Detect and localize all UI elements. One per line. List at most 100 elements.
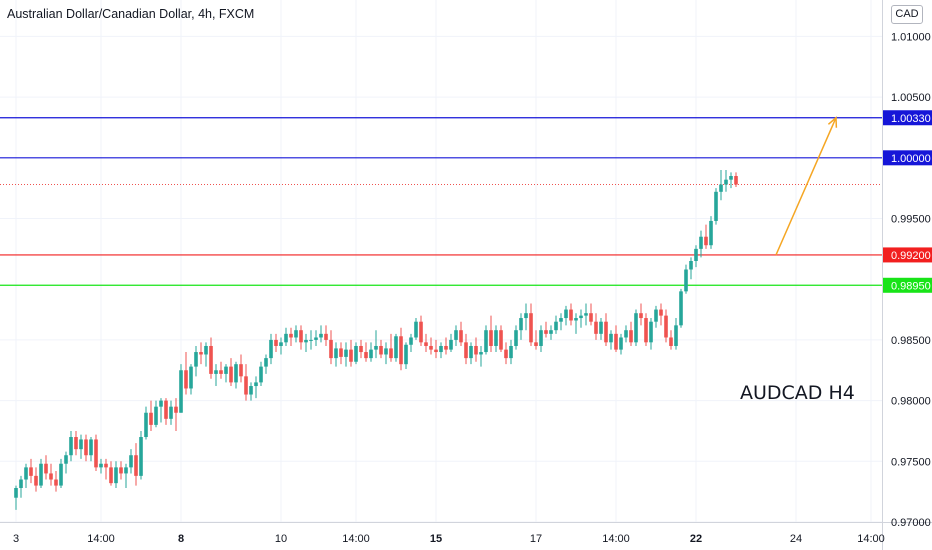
candle-body	[354, 345, 358, 362]
candle-body	[169, 406, 173, 419]
candle-body	[479, 352, 483, 355]
candle-body	[334, 348, 338, 359]
projection-arrow-head	[827, 116, 838, 128]
candle-body	[524, 313, 528, 319]
candle-body	[174, 406, 178, 413]
candle-body	[619, 337, 623, 350]
candle-body	[699, 236, 703, 249]
currency-button[interactable]: CAD	[891, 5, 923, 24]
candle-body	[39, 463, 43, 486]
candle-body	[729, 176, 733, 180]
candle-body	[134, 455, 138, 476]
candle-body	[399, 336, 403, 365]
candle-body	[559, 318, 563, 322]
candle-body	[614, 333, 618, 350]
candle-body	[499, 330, 503, 350]
candle-body	[604, 321, 608, 343]
time-tick-label: 24	[790, 533, 802, 545]
candle-body	[24, 467, 28, 480]
candle-body	[14, 488, 18, 498]
candle-body	[564, 309, 568, 319]
candle-body	[589, 313, 593, 322]
candle-body	[549, 330, 553, 334]
candle-body	[529, 313, 533, 343]
level-badge	[883, 247, 932, 263]
level-badge-label: 0.98950	[891, 280, 931, 292]
candle-body	[664, 315, 668, 338]
candle-body	[34, 475, 38, 486]
candle-body	[59, 463, 63, 486]
candle-body	[364, 352, 368, 359]
time-tick-label: 14:00	[602, 533, 630, 545]
candle-body	[554, 321, 558, 331]
candle-body	[674, 325, 678, 346]
candle-body	[239, 364, 243, 377]
candle-body	[84, 439, 88, 456]
candle-body	[154, 406, 158, 425]
candle-body	[359, 345, 363, 353]
chart-title: Australian Dollar/Canadian Dollar, 4h, F…	[7, 7, 255, 21]
time-tick-label: 14:00	[87, 533, 115, 545]
candle-body	[689, 261, 693, 270]
candle-body	[539, 330, 543, 346]
candle-body	[99, 463, 103, 468]
candle-body	[324, 333, 328, 340]
candle-body	[374, 345, 378, 350]
candle-body	[19, 479, 23, 489]
candle-body	[429, 345, 433, 350]
candle-body	[204, 345, 208, 355]
candle-body	[639, 313, 643, 319]
candle-body	[709, 220, 713, 246]
level-badge-label: 1.00330	[891, 113, 931, 125]
candle-body	[394, 336, 398, 359]
candle-body	[119, 467, 123, 474]
candle-body	[679, 291, 683, 326]
candle-body	[49, 473, 53, 480]
candle-body	[464, 342, 468, 359]
candle-body	[574, 318, 578, 321]
candle-body	[129, 455, 133, 468]
candle-body	[69, 437, 73, 456]
candle-body	[289, 333, 293, 338]
candle-body	[369, 349, 373, 359]
candle-body	[719, 184, 723, 192]
candle-body	[244, 376, 248, 395]
price-tick-label: 0.98500	[891, 335, 931, 347]
candle-body	[534, 342, 538, 346]
candle-body	[149, 412, 153, 425]
candle-body	[404, 344, 408, 365]
candle-body	[424, 342, 428, 346]
candle-body	[329, 339, 333, 359]
time-tick-label: 8	[178, 533, 184, 545]
candle-body	[609, 333, 613, 343]
candle-body	[109, 467, 113, 484]
candle-body	[184, 370, 188, 389]
candle-body	[344, 349, 348, 357]
candle-body	[439, 345, 443, 353]
candle-body	[579, 315, 583, 319]
candle-body	[494, 330, 498, 346]
candle-body	[224, 366, 228, 374]
candle-body	[234, 364, 238, 383]
candles	[14, 169, 738, 510]
candle-body	[74, 437, 78, 450]
candle-body	[254, 382, 258, 387]
candle-body	[44, 463, 48, 474]
candle-body	[379, 345, 383, 355]
candle-body	[314, 337, 318, 340]
candle-body	[264, 358, 268, 367]
candle-body	[189, 366, 193, 389]
candle-body	[669, 337, 673, 346]
level-badge	[883, 277, 932, 293]
time-tick-label: 17	[530, 533, 542, 545]
candle-body	[164, 400, 168, 419]
candle-body	[79, 439, 83, 450]
candle-body	[434, 349, 438, 353]
candle-body	[309, 339, 313, 341]
candle-body	[199, 352, 203, 355]
candle-body	[114, 467, 118, 484]
candle-body	[469, 345, 473, 359]
candle-body	[54, 479, 58, 486]
